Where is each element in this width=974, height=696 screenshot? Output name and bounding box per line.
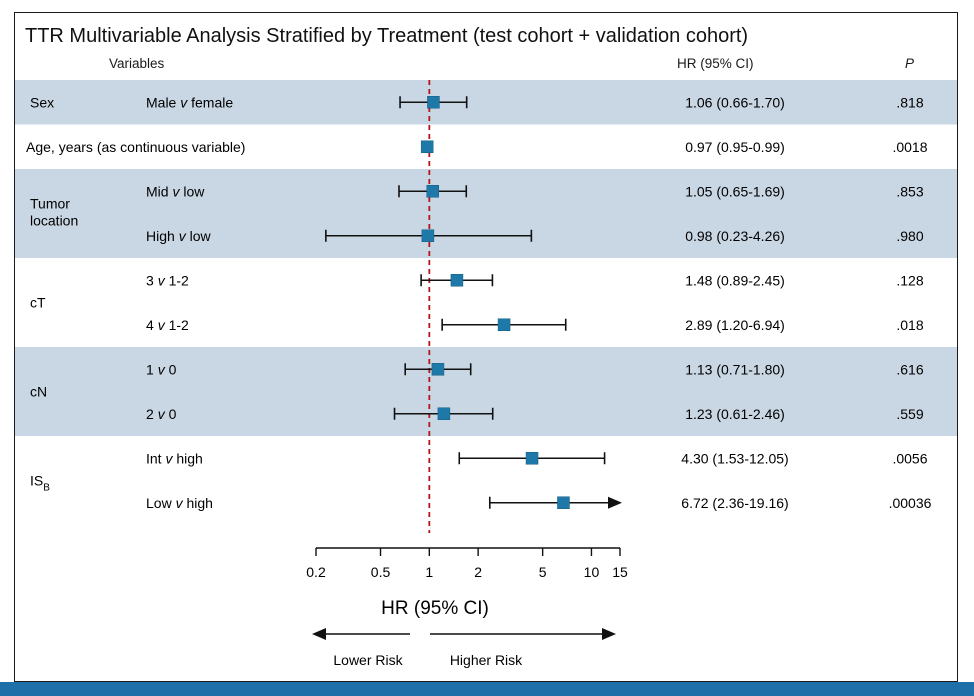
- group-label: cN: [30, 384, 47, 400]
- x-tick-label: 5: [539, 564, 547, 580]
- group-band: [15, 80, 957, 125]
- p-value: .853: [896, 183, 923, 199]
- hr-marker: [420, 140, 434, 153]
- lower-risk-arrowhead: [312, 628, 326, 640]
- row-label-italic: v: [158, 361, 166, 377]
- row-label-part: female: [187, 94, 233, 110]
- x-tick-label: 0.2: [306, 564, 326, 580]
- row-label-part: High: [146, 228, 179, 244]
- row-label: Int v high: [146, 450, 203, 466]
- row-label: 4 v 1-2: [146, 317, 189, 333]
- group-label-line: Tumor: [30, 196, 70, 212]
- hr-value: 0.98 (0.23-4.26): [685, 228, 785, 244]
- hr-marker: [426, 185, 440, 198]
- x-tick-label: 2: [474, 564, 482, 580]
- bottom-bar: [0, 682, 974, 696]
- hr-marker: [421, 229, 435, 242]
- higher-risk-label: Higher Risk: [450, 652, 523, 668]
- row-label-part: 3: [146, 272, 158, 288]
- row-label-italic: v: [180, 94, 188, 110]
- ci-arrow: [608, 496, 622, 509]
- row-label-part: Male: [146, 94, 180, 110]
- higher-risk-arrowhead: [602, 628, 616, 640]
- hr-value: 0.97 (0.95-0.99): [685, 139, 785, 155]
- hr-marker: [437, 407, 451, 420]
- group-label: cT: [30, 295, 46, 311]
- lower-risk-label: Lower Risk: [333, 652, 403, 668]
- x-tick-label: 15: [612, 564, 628, 580]
- p-value: .00036: [889, 495, 932, 511]
- row-label-part: low: [186, 228, 212, 244]
- row-label-part: high: [172, 450, 202, 466]
- hr-marker: [450, 274, 464, 287]
- hr-value: 1.48 (0.89-2.45): [685, 272, 785, 288]
- hr-value: 1.13 (0.71-1.80): [685, 361, 785, 377]
- hr-value: 6.72 (2.36-19.16): [681, 495, 788, 511]
- row-label-part: 0: [165, 406, 177, 422]
- x-tick-label: 0.5: [371, 564, 391, 580]
- group-label-subscript: B: [43, 483, 50, 494]
- row-label-part: 1-2: [165, 317, 189, 333]
- hr-value: 1.23 (0.61-2.46): [685, 406, 785, 422]
- p-value: .0056: [892, 450, 927, 466]
- row-label-italic: v: [158, 272, 166, 288]
- row-label-italic: v: [158, 406, 166, 422]
- p-value: .0018: [892, 139, 927, 155]
- row-label-part: Mid: [146, 183, 172, 199]
- hr-marker: [557, 496, 570, 509]
- group-label-part: IS: [30, 473, 43, 489]
- group-label-line: location: [30, 213, 78, 229]
- row-label: High v low: [146, 228, 211, 244]
- p-value: .980: [896, 228, 923, 244]
- hr-marker: [525, 452, 539, 465]
- group-label-tumor: Tumor location: [30, 196, 78, 229]
- row-label-italic: v: [176, 495, 184, 511]
- header-p: P: [905, 56, 915, 71]
- header-variables: Variables: [109, 56, 165, 71]
- hr-value: 4.30 (1.53-12.05): [681, 450, 788, 466]
- x-axis-label: HR (95% CI): [381, 598, 489, 619]
- row-label: 1 v 0: [146, 361, 177, 377]
- hr-value: 1.06 (0.66-1.70): [685, 94, 785, 110]
- group-label: Sex: [30, 94, 54, 110]
- group-label-isb: ISB: [30, 473, 50, 494]
- row-label-part: 2: [146, 406, 158, 422]
- row-label-italic: v: [158, 317, 166, 333]
- hr-marker: [427, 96, 440, 109]
- row-label: Age, years (as continuous variable): [26, 139, 245, 155]
- row-label: Low v high: [146, 495, 213, 511]
- forest-plot: Sex Tumor location cT cN ISB Male v female 1.06…: [15, 80, 957, 668]
- hr-marker: [431, 363, 445, 376]
- header-hr: HR (95% CI): [677, 56, 754, 71]
- row-label-italic: v: [179, 228, 187, 244]
- row-label-part: 0: [165, 361, 177, 377]
- p-value: .559: [896, 406, 923, 422]
- p-value: .128: [896, 272, 923, 288]
- row-label: Mid v low: [146, 183, 205, 199]
- row-label-italic: v: [165, 450, 173, 466]
- row-label-part: 1: [146, 361, 158, 377]
- hr-marker: [497, 318, 511, 331]
- p-value: .616: [896, 361, 923, 377]
- x-tick-label: 10: [584, 564, 600, 580]
- row-label-part: 4: [146, 317, 158, 333]
- row-label-part: Low: [146, 495, 176, 511]
- chart-title: TTR Multivariable Analysis Stratified by…: [25, 25, 749, 47]
- hr-value: 2.89 (1.20-6.94): [685, 317, 785, 333]
- row-label-part: 1-2: [165, 272, 189, 288]
- hr-value: 1.05 (0.65-1.69): [685, 183, 785, 199]
- row-label-part: Age, years (as continuous variable): [26, 139, 245, 155]
- group-band: [15, 347, 957, 436]
- row-label-part: high: [183, 495, 213, 511]
- x-tick-label: 1: [425, 564, 433, 580]
- row-label: Male v female: [146, 94, 233, 110]
- row-label-part: Int: [146, 450, 165, 466]
- row-label: 3 v 1-2: [146, 272, 189, 288]
- p-value: .818: [896, 94, 923, 110]
- row-label-part: low: [179, 183, 205, 199]
- row-label-italic: v: [172, 183, 180, 199]
- row-label: 2 v 0: [146, 406, 177, 422]
- group-band: [15, 169, 957, 258]
- p-value: .018: [896, 317, 923, 333]
